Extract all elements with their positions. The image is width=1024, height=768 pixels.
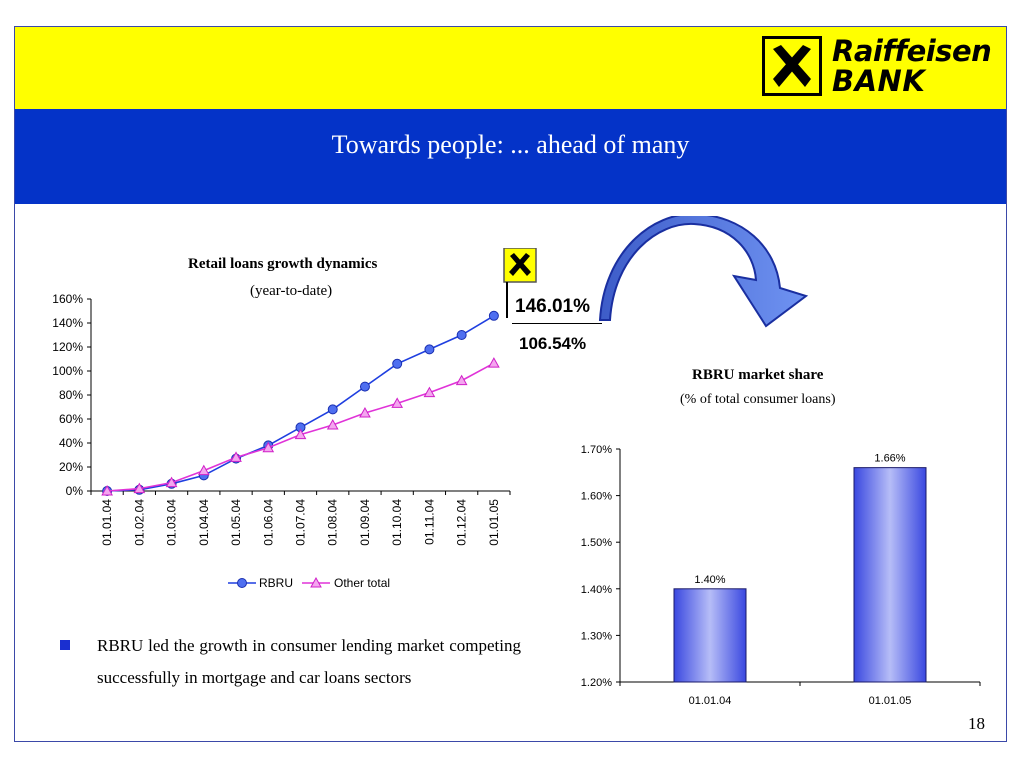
raiffeisen-crossed-horse-heads-icon: [762, 36, 822, 96]
page-number: 18: [968, 714, 985, 733]
slide-title: Towards people: ... ahead of many: [331, 130, 690, 159]
line-chart-title: Retail loans growth dynamics: [188, 256, 378, 272]
raiffeisen-logo: Raiffeisen BANK: [762, 34, 992, 100]
curved-arrow-icon: [596, 212, 812, 330]
line-chart-subtitle: (year-to-date): [250, 283, 333, 299]
bullet-text: RBRU led the growth in consumer lending …: [97, 636, 521, 687]
rbru-value-annotation: 146.01%: [515, 296, 591, 317]
header-yellow-band: [15, 27, 1006, 109]
bullet-marker: [60, 640, 70, 650]
bar-chart-subtitle: (% of total consumer loans): [680, 392, 836, 407]
logo-line1: Raiffeisen: [832, 34, 992, 68]
annotation-divider: [512, 323, 602, 324]
other-value-annotation: 106.54%: [519, 334, 587, 353]
logo-line2: BANK: [832, 64, 926, 98]
bar-chart-title: RBRU market share: [692, 367, 824, 383]
slide-frame: [14, 26, 1007, 742]
header-blue-band: [15, 109, 1006, 204]
raiffeisen-flag-icon: [502, 247, 538, 318]
